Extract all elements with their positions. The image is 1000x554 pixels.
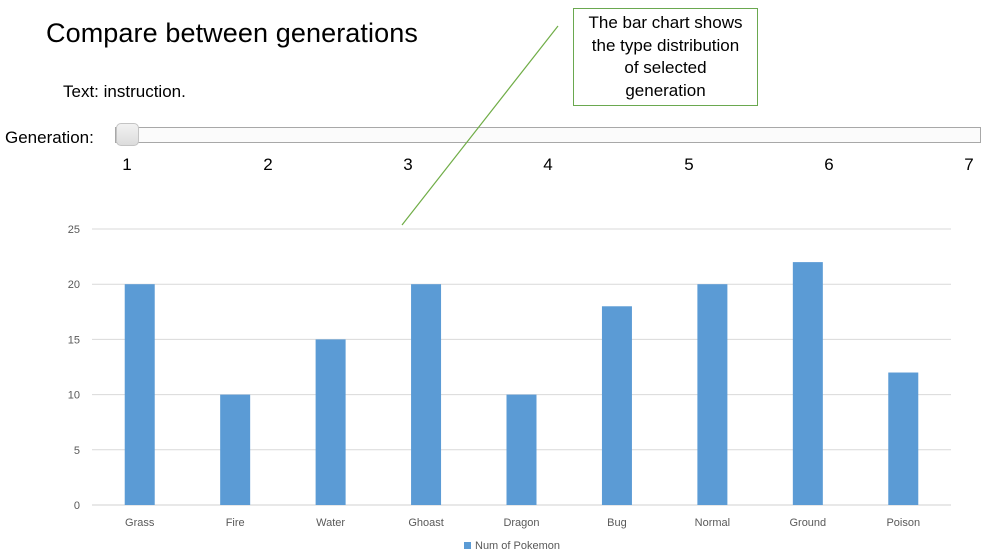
x-tick-label: Normal (695, 517, 730, 529)
slider-tick-1: 1 (122, 155, 132, 174)
x-tick-label: Poison (886, 517, 920, 529)
instruction-text: Text: instruction. (63, 82, 186, 101)
slider-tick-5: 5 (684, 155, 694, 174)
x-tick-label: Bug (607, 517, 627, 529)
slider-tick-7: 7 (964, 155, 974, 174)
callout-line-3: of selected (624, 58, 707, 77)
x-tick-label: Grass (125, 517, 155, 529)
generation-slider-thumb[interactable] (116, 123, 139, 146)
y-tick-label: 15 (68, 334, 80, 346)
slider-tick-6: 6 (824, 155, 834, 174)
callout-line-4: generation (625, 80, 706, 100)
y-tick-label: 10 (68, 390, 80, 402)
x-tick-label: Water (316, 517, 345, 529)
bar-grass (124, 284, 155, 505)
slider-tick-4: 4 (543, 155, 553, 174)
generation-slider-track[interactable] (115, 127, 981, 143)
callout-note: The bar chart shows the type distributio… (573, 8, 758, 106)
x-tick-label: Fire (226, 517, 245, 529)
page-title: Compare between generations (46, 18, 418, 48)
y-tick-label: 5 (74, 445, 80, 457)
bar-water (315, 339, 346, 505)
legend-label: Num of Pokemon (475, 540, 560, 552)
slider-tick-3: 3 (403, 155, 413, 174)
legend-swatch (464, 542, 471, 549)
callout-line-2: the type distribution (591, 35, 740, 55)
callout-line-1: The bar chart shows (588, 13, 743, 32)
bar-fire (220, 394, 251, 505)
x-tick-label: Ground (789, 517, 826, 529)
y-tick-label: 20 (68, 279, 80, 291)
bar-ground (792, 262, 823, 505)
bar-ghoast (411, 284, 442, 505)
bar-poison (888, 372, 919, 505)
slider-tick-2: 2 (263, 155, 273, 174)
x-tick-label: Ghoast (408, 517, 443, 529)
y-tick-label: 0 (74, 500, 80, 512)
x-tick-label: Dragon (503, 517, 539, 529)
y-tick-label: 25 (68, 224, 80, 236)
generation-slider-label: Generation: (5, 128, 94, 147)
bar-dragon (506, 394, 537, 505)
bar-bug (601, 306, 632, 505)
bar-normal (697, 284, 728, 505)
